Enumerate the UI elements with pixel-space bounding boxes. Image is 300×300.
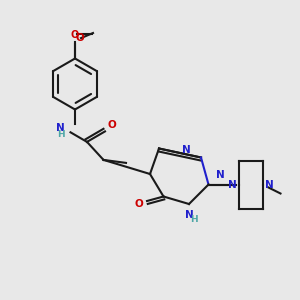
Text: O: O — [107, 120, 116, 130]
Text: H: H — [190, 215, 198, 224]
Text: H: H — [57, 130, 64, 140]
Text: O: O — [76, 33, 85, 43]
Text: O: O — [135, 199, 143, 209]
Text: O: O — [71, 31, 79, 40]
Text: N: N — [228, 179, 237, 190]
Text: N: N — [265, 179, 274, 190]
Text: N: N — [182, 145, 191, 155]
Text: N: N — [56, 123, 64, 133]
Text: N: N — [216, 170, 225, 180]
Text: N: N — [184, 210, 194, 220]
